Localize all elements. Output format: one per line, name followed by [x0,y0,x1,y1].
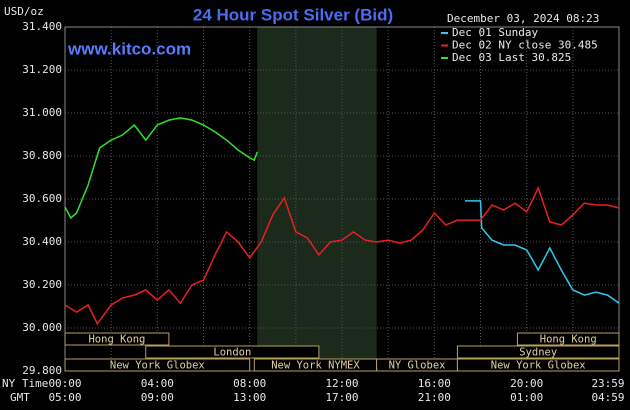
x-tick-label-gmt: 21:00 [418,391,451,404]
series-line [64,117,259,220]
y-tick-label: 30.600 [22,192,62,205]
legend-label: Dec 01 Sunday [452,26,538,39]
session-box [456,358,620,372]
series-line [64,186,620,326]
y-tick-label: 30.000 [22,321,62,334]
x-tick-label: 23:59 [591,377,624,390]
legend-label: Dec 03 Last 30.825 [452,51,571,64]
y-tick-label: 30.400 [22,235,62,248]
session-label: New York Globex [491,360,586,372]
session-box [145,345,320,359]
session-label: New York NYMEX [271,360,360,372]
y-tick-label: 31.000 [22,106,62,119]
y-tick-label: 30.800 [22,149,62,162]
session-label: New York Globex [110,360,205,372]
session-label: Sydney [519,347,557,359]
y-tick-label: 29.800 [22,364,62,377]
legend-label: Dec 02 NY close 30.485 [452,39,598,52]
x-tick-label: 00:00 [48,377,81,390]
x-tick-label-gmt: 05:00 [48,391,81,404]
session-box [456,345,620,359]
x-tick-label-gmt: 04:59 [591,391,624,404]
timestamp: December 03, 2024 08:23 [447,12,599,25]
x-tick-label-gmt: 17:00 [325,391,358,404]
unit-label: USD/oz [4,5,44,18]
x-tick-label-gmt: 13:00 [233,391,266,404]
x-tick-label: 12:00 [325,377,358,390]
session-box [64,332,170,346]
x-tick-label: 16:00 [418,377,451,390]
x-tick-label-gmt: 01:00 [510,391,543,404]
chart-title: 24 Hour Spot Silver (Bid) [193,5,393,24]
x-tick-label: 04:00 [141,377,174,390]
session-label: London [213,347,251,359]
x-axis-label: NY Time [2,377,48,390]
session-label: Hong Kong [540,334,597,346]
y-tick-label: 30.200 [22,278,62,291]
x-axis-label-gmt: GMT [10,391,30,404]
series-line [465,200,620,304]
website: www.kitco.com [67,39,191,58]
y-tick-label: 31.200 [22,63,62,76]
x-tick-label-gmt: 09:00 [141,391,174,404]
session-box [64,358,251,372]
session-label: NY Globex [389,360,446,372]
y-tick-label: 31.400 [22,20,62,33]
session-box [516,332,620,346]
x-tick-label: 20:00 [510,377,543,390]
x-tick-label: 08:00 [233,377,266,390]
session-label: Hong Kong [88,334,145,346]
